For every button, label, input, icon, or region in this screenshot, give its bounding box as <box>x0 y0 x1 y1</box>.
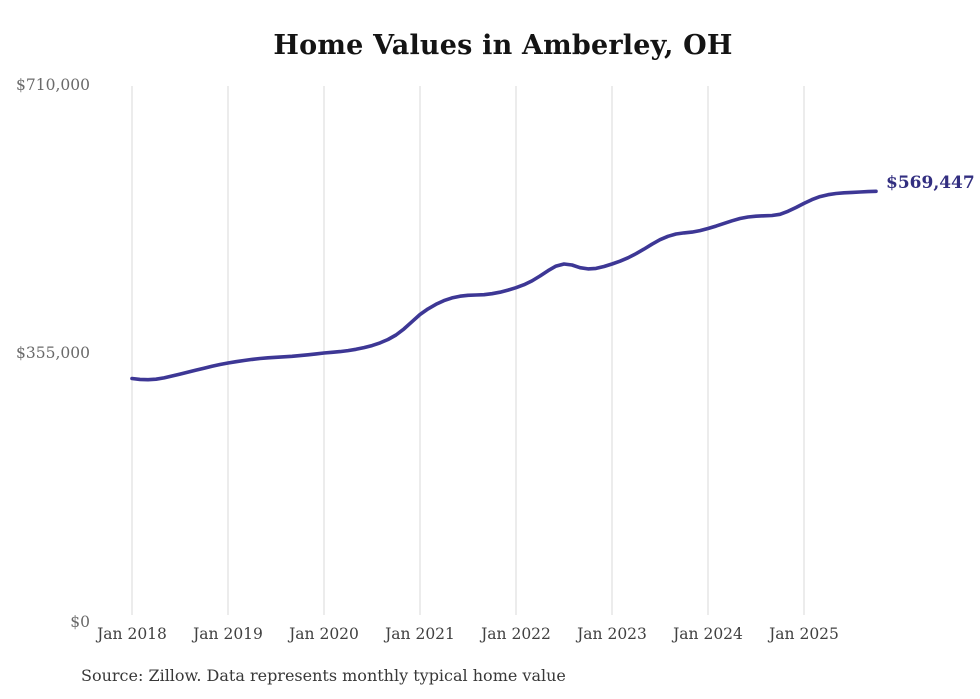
y-axis-label-355000: $355,000 <box>16 344 90 362</box>
x-axis-label: Jan 2019 <box>193 625 263 643</box>
source-note: Source: Zillow. Data represents monthly … <box>81 666 566 685</box>
latest-value-annotation: $569,447 <box>886 173 975 193</box>
chart-title: Home Values in Amberley, OH <box>273 30 733 61</box>
x-axis-label: Jan 2023 <box>577 625 647 643</box>
y-axis-label-710000: $710,000 <box>16 76 90 94</box>
x-axis-label: Jan 2018 <box>97 625 167 643</box>
x-axis-label: Jan 2024 <box>673 625 743 643</box>
x-axis-label: Jan 2022 <box>481 625 551 643</box>
x-axis-label: Jan 2021 <box>385 625 455 643</box>
y-axis-label-0: $0 <box>70 613 90 631</box>
x-axis-label: Jan 2025 <box>769 625 839 643</box>
x-axis-label: Jan 2020 <box>289 625 359 643</box>
home-value-line <box>130 189 878 382</box>
gridlines <box>131 86 805 615</box>
